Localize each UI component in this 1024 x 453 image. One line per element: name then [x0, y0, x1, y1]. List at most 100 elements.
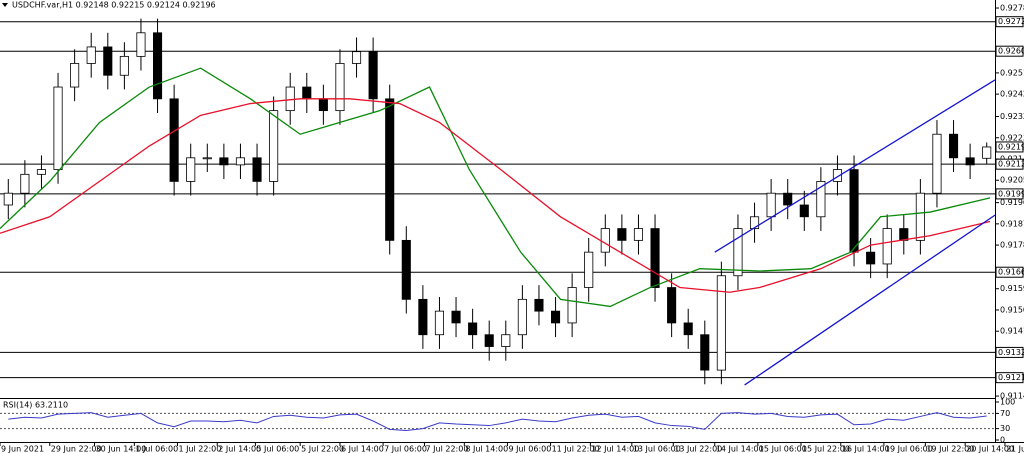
y-tick-label: 0.92420 — [1000, 90, 1024, 99]
y-tick-label: 0.92510 — [1000, 68, 1024, 77]
channel-line — [744, 214, 996, 386]
x-tick-label: 5 Jul 22:00 — [301, 445, 344, 453]
level-label: 0.91325 — [998, 348, 1024, 357]
candle-body — [882, 228, 892, 265]
candle-body — [235, 157, 246, 166]
y-tick-label: 0.91595 — [1000, 284, 1024, 293]
candle-body — [948, 133, 959, 159]
y-tick-label: 0.91960 — [1000, 198, 1024, 207]
x-tick-label: 15 Jul 22:00 — [802, 445, 850, 453]
x-tick-label: 7 Jul 06:00 — [384, 445, 427, 453]
rsi-line — [8, 412, 987, 432]
x-tick-label: 29 Jun 22:00 — [51, 445, 102, 453]
candle-body — [219, 157, 229, 166]
x-tick-label: 11 Jul 22:00 — [552, 445, 600, 453]
x-tick-label: 12 Jul 14:00 — [591, 445, 639, 453]
candle-body — [335, 63, 345, 112]
moving-average — [0, 98, 991, 293]
x-tick-label: 1 Jul 22:00 — [178, 445, 221, 453]
candle-body — [53, 86, 63, 171]
x-tick-label: 9 Jun 2021 — [1, 445, 44, 453]
x-tick-label: 5 Jul 06:00 — [256, 445, 299, 453]
candle-body — [3, 192, 13, 206]
rsi-tick-label: 0 — [1000, 436, 1005, 445]
candle-body — [600, 228, 610, 253]
candle-body — [152, 32, 163, 100]
level-label: 0.91665 — [998, 268, 1024, 277]
y-tick-label: 0.91505 — [1000, 305, 1024, 314]
y-tick-label: 0.91415 — [1000, 327, 1024, 336]
candle-body — [484, 334, 494, 347]
candle-body — [849, 169, 859, 253]
candle-body — [103, 46, 113, 76]
candle-body — [318, 98, 328, 112]
x-tick-label: 13 Jul 22:00 — [674, 445, 722, 453]
candle-body — [169, 98, 179, 182]
level-box — [995, 266, 1024, 278]
level-box — [995, 158, 1024, 170]
candle-body — [716, 275, 726, 371]
level-box — [995, 45, 1024, 57]
x-tick-label: 13 Jul 06:00 — [633, 445, 681, 453]
rsi-tick-label: 100 — [1000, 398, 1015, 407]
candle-body — [501, 334, 511, 347]
candle-body — [534, 298, 544, 312]
candle-body — [932, 133, 942, 194]
x-tick-label: 7 Jul 22:00 — [426, 445, 469, 453]
rsi-tick-label: 70 — [1000, 409, 1010, 418]
level-label: 0.92727 — [998, 17, 1024, 26]
y-tick-label: 0.91140 — [1000, 392, 1024, 401]
candle-body — [136, 32, 146, 57]
x-tick-label: 20 Jul 14:00 — [966, 445, 1014, 453]
level-label: 0.91218 — [998, 373, 1024, 382]
candle-body — [202, 157, 212, 160]
x-tick-label: 1 Jul 06:00 — [135, 445, 178, 453]
y-tick-label: 0.91870 — [1000, 219, 1024, 228]
current-price: 0.92196 — [998, 142, 1024, 151]
candle-body — [783, 192, 793, 206]
x-tick-label: 8 Jul 14:00 — [465, 445, 508, 453]
candle-body — [20, 173, 30, 194]
candle-body — [965, 157, 975, 166]
x-tick-label: 30 Jun 14:00 — [96, 445, 147, 453]
candle-body — [451, 310, 461, 324]
rsi-tick-label: 30 — [1000, 424, 1010, 433]
candle-body — [633, 228, 644, 241]
candle-body — [816, 180, 826, 218]
candle-body — [269, 110, 279, 182]
candle-body — [119, 55, 129, 76]
candle-body — [749, 216, 760, 229]
y-tick-label: 0.92785 — [1000, 4, 1024, 13]
candle-body — [733, 228, 743, 277]
candle-body — [285, 86, 295, 112]
candle-body — [468, 322, 478, 336]
candle-body — [866, 251, 876, 265]
candle-body — [584, 251, 594, 288]
level-label: 0.92602 — [998, 47, 1024, 56]
candle-body — [385, 98, 395, 241]
candle-body — [617, 228, 627, 241]
x-tick-label: 15 Jul 06:00 — [759, 445, 807, 453]
candle-body — [302, 86, 312, 100]
candle-body — [550, 310, 561, 324]
candle-body — [832, 169, 843, 182]
candle-body — [700, 334, 710, 371]
candle-body — [186, 157, 196, 182]
candle-body — [982, 146, 992, 159]
channel-line — [714, 79, 996, 253]
chart-title: USDCHF.var,H1 0.92148 0.92215 0.92124 0.… — [12, 1, 216, 10]
moving-average — [0, 67, 991, 308]
level-box — [995, 16, 1024, 28]
current-box — [995, 141, 1024, 153]
candle-body — [434, 310, 445, 336]
candle-body — [418, 298, 428, 336]
candle-body — [36, 169, 47, 175]
candle-body — [252, 157, 262, 182]
y-tick-label: 0.92235 — [1000, 133, 1024, 142]
level-label: 0.91997 — [998, 189, 1024, 198]
y-tick-label: 0.92055 — [1000, 176, 1024, 185]
x-tick-label: 19 Jul 22:00 — [926, 445, 974, 453]
candle-body — [368, 51, 378, 100]
menu-arrow — [2, 3, 8, 7]
